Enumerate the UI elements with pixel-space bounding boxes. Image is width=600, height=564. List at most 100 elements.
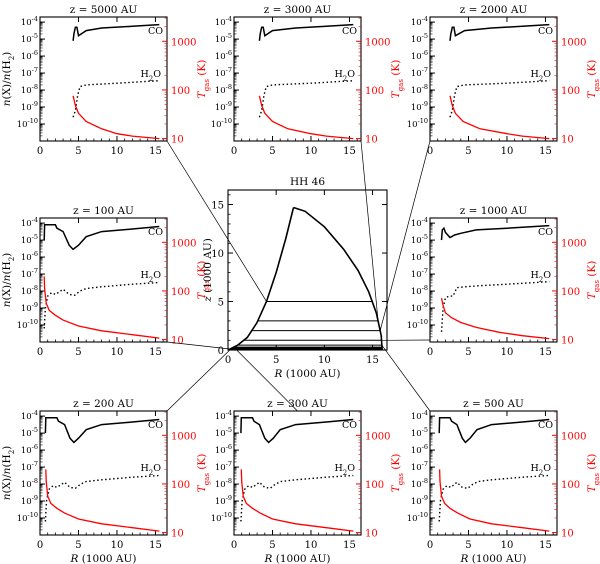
y-axis-label: n(X)/n(H2) bbox=[1, 253, 16, 308]
h2o-label: H2O bbox=[334, 463, 355, 477]
x-tick-label: 5 bbox=[75, 347, 81, 358]
y-tick-label: 10-5 bbox=[411, 426, 428, 439]
x-axis-label: R (1000 AU) bbox=[460, 553, 527, 564]
x-tick-label: 5 bbox=[75, 540, 81, 551]
x-axis-label: R (1000 AU) bbox=[264, 553, 331, 564]
series-co bbox=[44, 417, 160, 444]
y-tick-label: 10-7 bbox=[21, 460, 38, 473]
y-tick-label: 10-9 bbox=[21, 100, 38, 113]
y-tick-label: 10-8 bbox=[215, 477, 232, 490]
series-h2o bbox=[449, 80, 550, 118]
center-x-tick-label: 5 bbox=[273, 355, 279, 366]
panel-frame bbox=[429, 16, 558, 142]
y-tick-label: 10-4 bbox=[21, 15, 38, 28]
center-frame bbox=[227, 189, 388, 351]
y2-tick-label: 10 bbox=[561, 135, 574, 146]
x-tick-label: 10 bbox=[501, 347, 514, 358]
center-y-tick-label: 10 bbox=[211, 249, 224, 260]
x-tick-label: 0 bbox=[427, 540, 433, 551]
y2-tick-label: 10 bbox=[171, 135, 184, 146]
h2o-label: H2O bbox=[530, 463, 551, 477]
y-tick-label: 10-9 bbox=[21, 494, 38, 507]
y-tick-label: 10-8 bbox=[411, 477, 428, 490]
x-tick-label: 10 bbox=[111, 146, 124, 157]
x-tick-label: 15 bbox=[539, 146, 552, 157]
center-x-tick-label: 0 bbox=[225, 355, 231, 366]
series-co bbox=[440, 224, 550, 241]
co-label: CO bbox=[148, 420, 163, 431]
y-tick-label: 10-9 bbox=[411, 494, 428, 507]
y-tick-label: 10-5 bbox=[21, 233, 38, 246]
y-tick-label: 10-10 bbox=[17, 318, 38, 331]
y-tick-label: 10-6 bbox=[21, 49, 38, 62]
co-label: CO bbox=[148, 227, 163, 238]
panel-z100: z = 100 AU 0 5 10 15 10-4 10-5 10-6 10-7 10-8 10-9… bbox=[1, 205, 211, 358]
panel-title: z = 100 AU bbox=[73, 205, 134, 217]
y-tick-label: 10-5 bbox=[411, 233, 428, 246]
panel-frame bbox=[429, 410, 558, 536]
series-h2o bbox=[440, 281, 550, 332]
x-tick-label: 15 bbox=[343, 540, 356, 551]
y-tick-label: 10-4 bbox=[215, 409, 232, 422]
y-tick-label: 10-9 bbox=[215, 494, 232, 507]
x-tick-label: 0 bbox=[427, 347, 433, 358]
panel-center: HH 46 00 5 5 10 10 15 15 R (1000 AU) z (1000 AU) bbox=[202, 176, 388, 380]
y-tick-label: 10-10 bbox=[17, 117, 38, 130]
co-label: CO bbox=[538, 420, 553, 431]
x-tick-label: 0 bbox=[37, 347, 43, 358]
y2-tick-label: 100 bbox=[561, 86, 580, 97]
series-h2o bbox=[43, 281, 160, 329]
panel-title: z = 500 AU bbox=[463, 398, 524, 410]
series-h2o bbox=[438, 474, 550, 522]
y2-tick-label: 1000 bbox=[171, 431, 196, 442]
y-tick-label: 10-8 bbox=[215, 83, 232, 96]
y-tick-label: 10-8 bbox=[21, 284, 38, 297]
x-tick-label: 10 bbox=[305, 146, 318, 157]
connector-z200 bbox=[166, 347, 233, 412]
x-tick-label: 10 bbox=[111, 347, 124, 358]
panel-frame bbox=[233, 16, 362, 142]
series-co bbox=[258, 23, 354, 41]
x-tick-label: 15 bbox=[539, 347, 552, 358]
x-tick-label: 0 bbox=[37, 146, 43, 157]
y-tick-label: 10-8 bbox=[21, 477, 38, 490]
series-h2o bbox=[240, 474, 354, 522]
x-tick-label: 0 bbox=[37, 540, 43, 551]
series-tgas bbox=[43, 276, 160, 339]
y-tick-label: 10-5 bbox=[215, 426, 232, 439]
center-x-tick-label: 15 bbox=[366, 355, 379, 366]
x-tick-label: 15 bbox=[343, 146, 356, 157]
y2-axis-label: Tgas (K) bbox=[586, 60, 600, 99]
x-tick-label: 15 bbox=[539, 540, 552, 551]
y2-tick-label: 10 bbox=[171, 336, 184, 347]
h2o-label: H2O bbox=[334, 69, 355, 83]
x-tick-label: 0 bbox=[231, 540, 237, 551]
y2-tick-label: 100 bbox=[171, 480, 190, 491]
series-tgas bbox=[240, 469, 354, 532]
y-tick-label: 10-4 bbox=[411, 216, 428, 229]
panel-title: z = 1000 AU bbox=[460, 205, 528, 217]
y2-tick-label: 10 bbox=[561, 336, 574, 347]
y2-tick-label: 10 bbox=[365, 529, 378, 540]
y-tick-label: 10-7 bbox=[215, 66, 232, 79]
y2-axis-label: Tgas (K) bbox=[586, 454, 600, 493]
x-tick-label: 10 bbox=[501, 540, 514, 551]
y-tick-label: 10-10 bbox=[407, 511, 428, 524]
x-axis-label: R (1000 AU) bbox=[70, 553, 137, 564]
h2o-label: H2O bbox=[140, 69, 161, 83]
y-axis-label: n(X)/n(H2) bbox=[1, 52, 16, 107]
series-co bbox=[438, 417, 550, 444]
series-h2o bbox=[72, 80, 160, 118]
y-tick-label: 10-10 bbox=[211, 511, 232, 524]
y2-tick-label: 100 bbox=[561, 287, 580, 298]
y-tick-label: 10-6 bbox=[215, 49, 232, 62]
y-tick-label: 10-7 bbox=[411, 267, 428, 280]
y-tick-label: 10-7 bbox=[21, 267, 38, 280]
co-label: CO bbox=[538, 227, 553, 238]
panel-z2000: z = 2000 AU 0 5 10 15 10-4 10-5 10-6 10-7 10-8 10-… bbox=[407, 4, 600, 157]
y-tick-label: 10-9 bbox=[411, 100, 428, 113]
y-tick-label: 10-10 bbox=[407, 117, 428, 130]
y-tick-label: 10-4 bbox=[215, 15, 232, 28]
y2-axis-label: Tgas (K) bbox=[390, 60, 405, 99]
x-tick-label: 10 bbox=[111, 540, 124, 551]
